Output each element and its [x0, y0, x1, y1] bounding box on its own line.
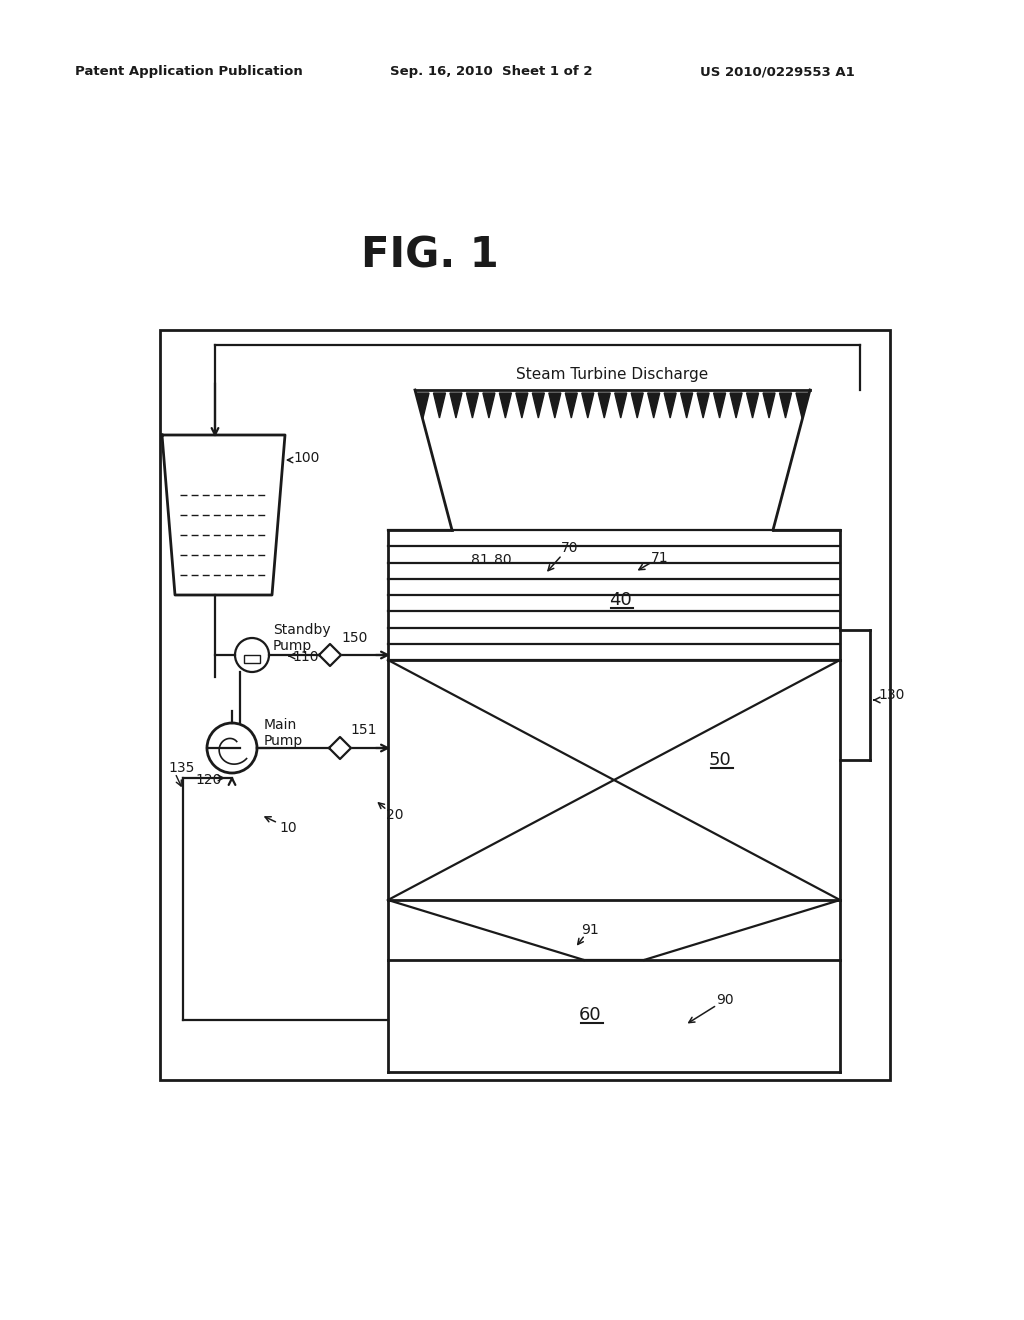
Polygon shape — [681, 393, 692, 418]
Text: Main
Pump: Main Pump — [264, 718, 303, 748]
Text: 150: 150 — [341, 631, 368, 645]
Polygon shape — [779, 393, 792, 418]
Text: 20: 20 — [386, 808, 403, 822]
Text: 60: 60 — [579, 1006, 601, 1024]
Text: 90: 90 — [716, 993, 734, 1007]
Polygon shape — [532, 393, 545, 418]
Polygon shape — [730, 393, 742, 418]
Text: 40: 40 — [608, 591, 632, 609]
Polygon shape — [598, 393, 610, 418]
Polygon shape — [450, 393, 462, 418]
Polygon shape — [565, 393, 578, 418]
Polygon shape — [796, 393, 808, 418]
Polygon shape — [500, 393, 511, 418]
Text: 71: 71 — [651, 550, 669, 565]
Text: 70: 70 — [561, 541, 579, 554]
Bar — [244, 655, 260, 663]
Polygon shape — [631, 393, 643, 418]
Text: 50: 50 — [709, 751, 731, 770]
Circle shape — [234, 638, 269, 672]
Text: 91: 91 — [582, 923, 599, 937]
Polygon shape — [516, 393, 527, 418]
Polygon shape — [417, 393, 429, 418]
Polygon shape — [697, 393, 710, 418]
Polygon shape — [483, 393, 495, 418]
Text: 10: 10 — [280, 821, 297, 836]
Text: 110: 110 — [292, 649, 318, 664]
Polygon shape — [467, 393, 478, 418]
Polygon shape — [665, 393, 676, 418]
Text: 135: 135 — [168, 762, 195, 775]
Polygon shape — [582, 393, 594, 418]
Text: Standby
Pump: Standby Pump — [273, 623, 331, 653]
Text: FIG. 1: FIG. 1 — [361, 234, 499, 276]
Text: 81: 81 — [471, 553, 488, 568]
Text: 130: 130 — [878, 688, 904, 702]
Text: 120: 120 — [195, 774, 221, 787]
Text: 151: 151 — [350, 723, 377, 737]
Polygon shape — [614, 393, 627, 418]
Polygon shape — [648, 393, 659, 418]
Text: US 2010/0229553 A1: US 2010/0229553 A1 — [700, 66, 855, 78]
Polygon shape — [329, 737, 351, 759]
Polygon shape — [763, 393, 775, 418]
Text: 100: 100 — [293, 451, 319, 465]
Circle shape — [207, 723, 257, 774]
Text: 80: 80 — [495, 553, 512, 568]
Bar — [160, 330, 890, 1080]
Polygon shape — [746, 393, 759, 418]
Polygon shape — [549, 393, 561, 418]
Text: Patent Application Publication: Patent Application Publication — [75, 66, 303, 78]
Polygon shape — [319, 644, 341, 667]
Text: Sep. 16, 2010  Sheet 1 of 2: Sep. 16, 2010 Sheet 1 of 2 — [390, 66, 593, 78]
Polygon shape — [433, 393, 445, 418]
Polygon shape — [714, 393, 726, 418]
Text: Steam Turbine Discharge: Steam Turbine Discharge — [516, 367, 709, 383]
